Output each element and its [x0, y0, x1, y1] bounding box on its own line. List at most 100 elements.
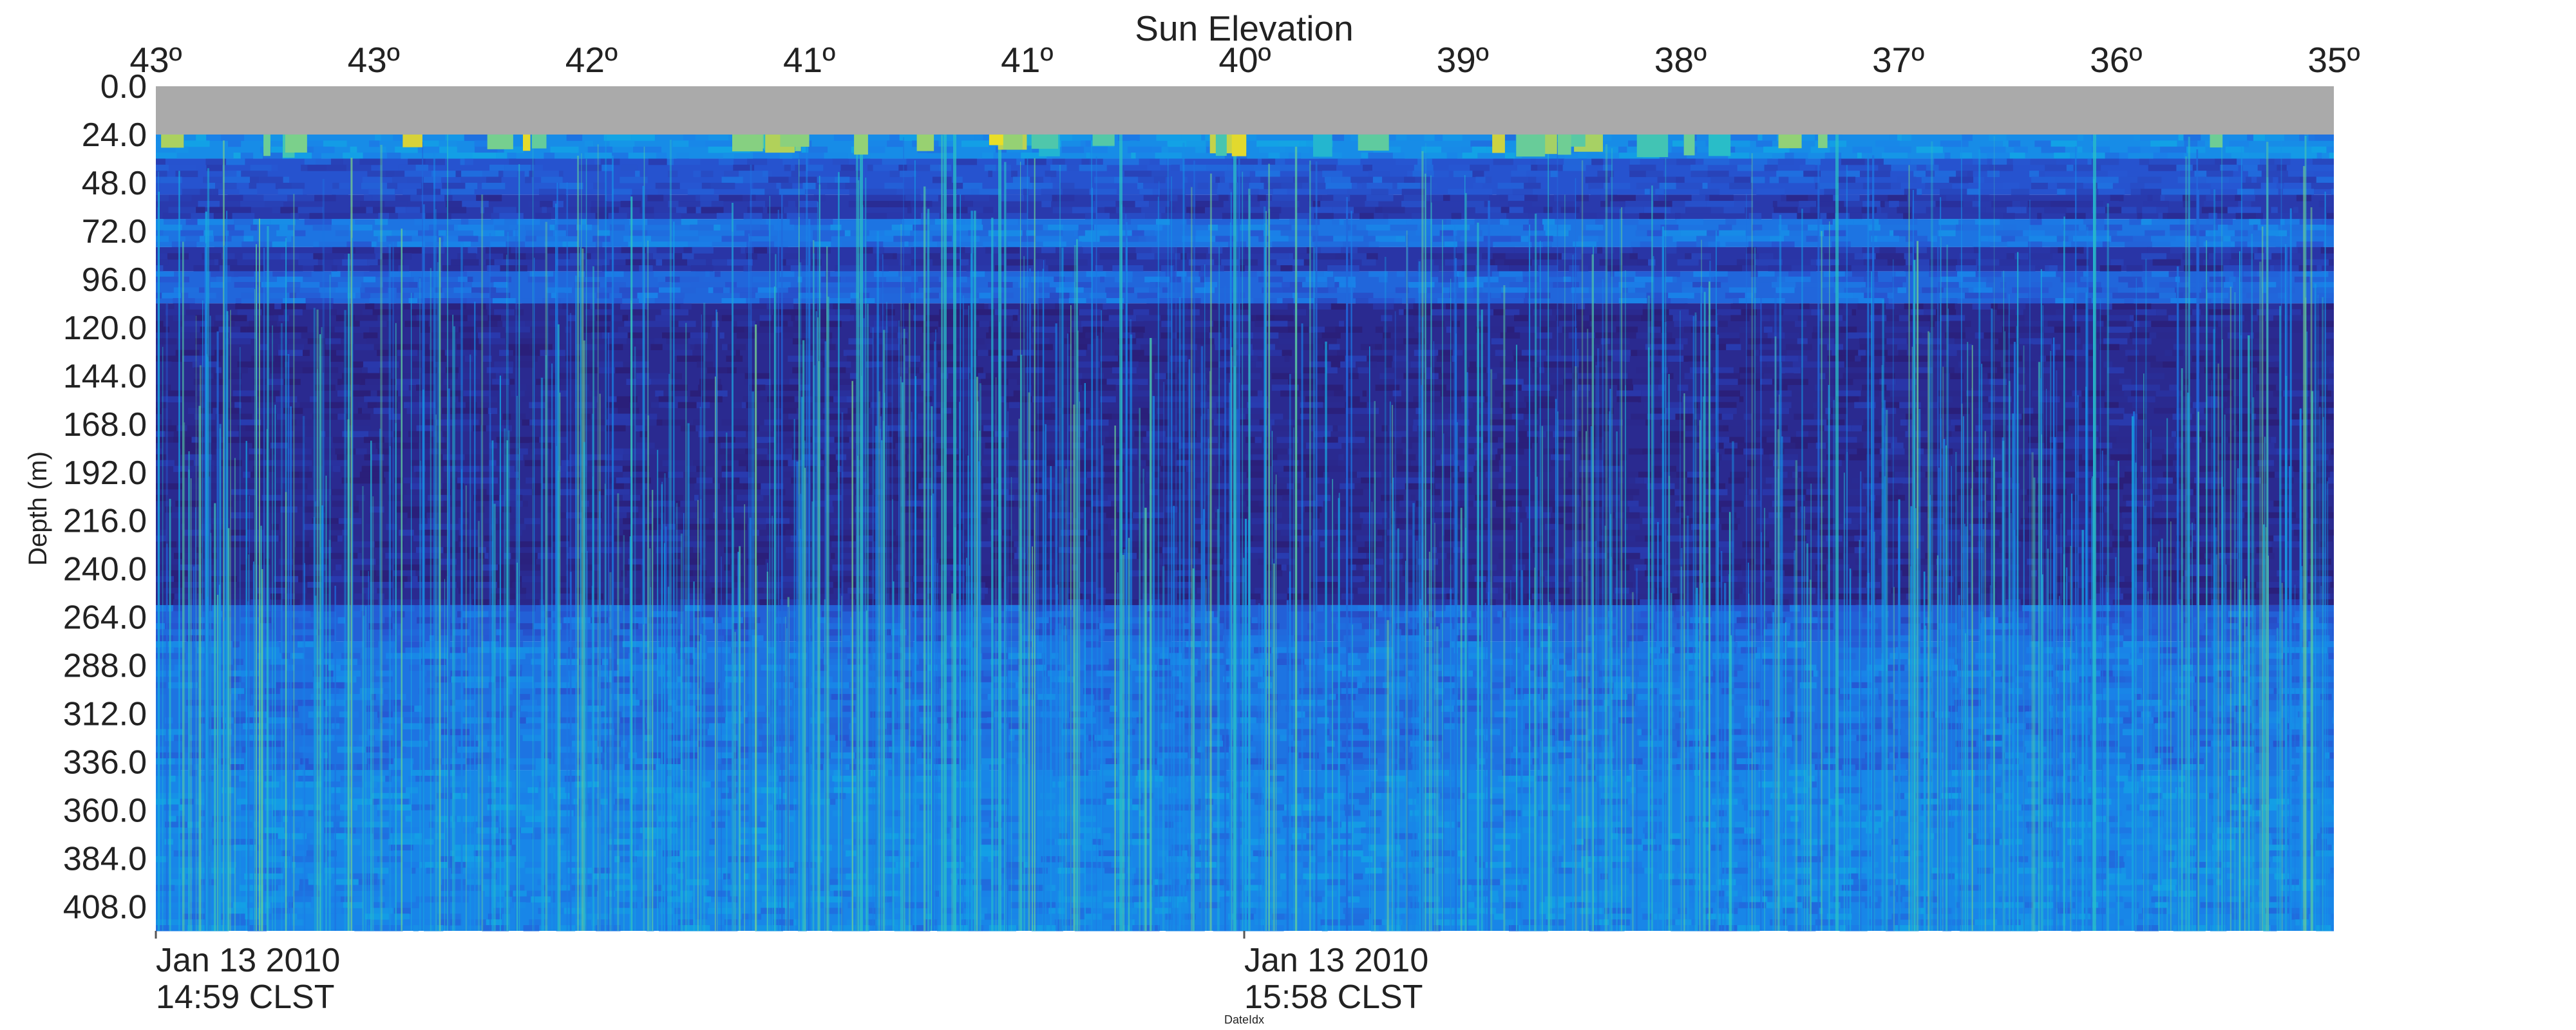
streak [2161, 538, 2163, 931]
streak [370, 440, 372, 931]
streak [772, 516, 773, 931]
streak [1406, 234, 1408, 931]
streak [1631, 592, 1634, 931]
streak [652, 489, 654, 931]
streak [1392, 478, 1394, 931]
streak [2050, 351, 2052, 931]
streak [1384, 256, 1387, 931]
streak [1465, 192, 1467, 931]
streak [325, 475, 327, 931]
streak [1084, 383, 1086, 931]
streak [680, 533, 683, 931]
streak [1657, 521, 1659, 931]
streak [2251, 234, 2253, 931]
streak [1338, 492, 1340, 931]
streak [1191, 187, 1193, 931]
streak [1687, 611, 1689, 931]
streak [683, 513, 685, 931]
y-axis-label: Depth (m) [24, 451, 52, 566]
streak [1993, 457, 1995, 931]
streak [304, 563, 305, 931]
streak [1548, 626, 1551, 931]
streak [1885, 409, 1888, 931]
streak [815, 311, 818, 931]
streak [401, 229, 402, 931]
surface-patch [285, 134, 307, 153]
streak [388, 244, 391, 931]
streak [1940, 604, 1942, 931]
streak [1076, 239, 1078, 931]
streak [951, 593, 954, 931]
streak [1293, 427, 1294, 931]
streak [1126, 238, 1128, 931]
depth-tick-label: 336.0 [63, 744, 147, 782]
streak [2031, 452, 2034, 931]
streak [1700, 583, 1703, 931]
streak [787, 606, 790, 931]
streak [545, 355, 547, 931]
streak [2326, 481, 2329, 931]
streak [2040, 269, 2042, 931]
streak [1397, 528, 1399, 931]
streak [2213, 189, 2216, 931]
surface-patch [263, 134, 270, 156]
streak [737, 552, 740, 931]
streak [1230, 192, 1232, 931]
streak [2059, 595, 2060, 931]
surface-patch [1778, 134, 1802, 149]
streak [580, 247, 582, 931]
streak [261, 605, 263, 931]
streak [1616, 431, 1618, 931]
streak [2215, 554, 2218, 931]
streak [566, 182, 569, 931]
streak [226, 211, 228, 931]
streak [1883, 400, 1886, 931]
streak [1605, 144, 1608, 931]
streak [368, 571, 369, 931]
streak [1346, 197, 1349, 931]
streak [1781, 436, 1783, 931]
surface-patch [1312, 134, 1332, 157]
streak [1647, 295, 1650, 932]
streak [1817, 164, 1820, 931]
streak [1918, 408, 1921, 931]
depth-tick-label: 240.0 [63, 551, 147, 588]
streak [1680, 548, 1683, 931]
streak [934, 341, 936, 931]
streak [1247, 520, 1250, 931]
streak [1611, 148, 1613, 932]
streak [1503, 285, 1506, 931]
streak [2211, 380, 2212, 931]
streak [1405, 561, 1406, 931]
streak [261, 569, 263, 931]
sun-elevation-axis: 43º 43º 42º 41º 41º 40º 39º 38º 37º 36º 35º [129, 40, 2360, 80]
streak [1795, 460, 1798, 931]
streak [1985, 624, 1987, 931]
streak [1144, 507, 1147, 931]
streak [2143, 373, 2145, 931]
strong-streak [998, 134, 1001, 931]
streak [290, 406, 292, 931]
streak [1352, 624, 1353, 931]
streak [811, 501, 814, 931]
streak [936, 563, 938, 931]
streak [612, 155, 614, 932]
streak [2188, 136, 2190, 931]
streak [1066, 333, 1069, 931]
streak [1229, 222, 1231, 932]
surface-patch [1358, 134, 1389, 151]
streak [1217, 509, 1220, 931]
streak [1575, 366, 1577, 931]
strong-streak [1119, 134, 1122, 931]
streak [314, 595, 317, 931]
streak [575, 276, 577, 931]
streak [657, 449, 659, 931]
streak [1958, 595, 1960, 931]
echogram-heatmap [156, 86, 2334, 932]
streak [1602, 279, 1604, 931]
streak [1963, 416, 1964, 931]
streak [162, 346, 164, 931]
streak [1683, 393, 1685, 931]
streak [911, 411, 913, 931]
streak [1732, 441, 1734, 931]
